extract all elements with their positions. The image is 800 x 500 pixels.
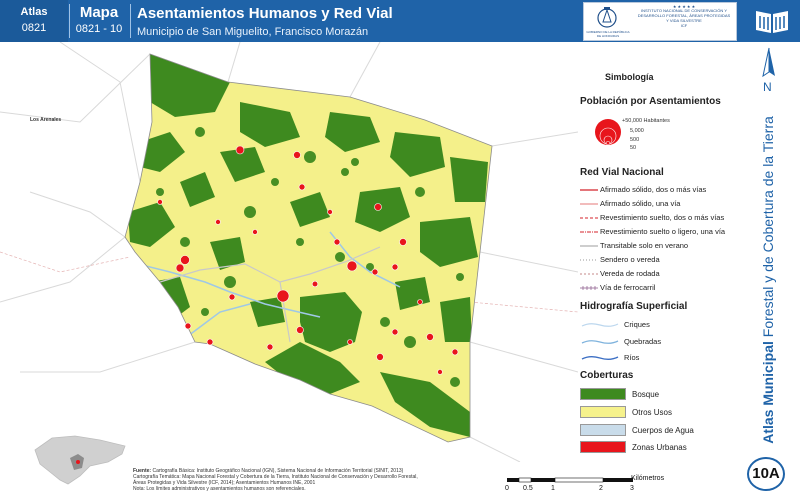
cover-label: Otros Usos <box>632 408 673 417</box>
settlements <box>157 145 459 375</box>
settlement-marker <box>333 238 341 246</box>
scale-tick: 0.5 <box>523 485 533 492</box>
population-class-label: +50,000 Habitantes <box>622 118 670 124</box>
population-class-label: 5,000 <box>630 128 644 134</box>
settlement-marker <box>215 219 221 225</box>
settlement-marker <box>180 255 190 265</box>
source-notes: Fuente: Cartografía Básica: Instituto Ge… <box>133 468 418 492</box>
municipality-map <box>0 42 578 462</box>
settlement-marker <box>252 229 258 235</box>
roads-legend-title: Red Vial Nacional <box>580 167 664 178</box>
settlement-marker <box>374 203 382 211</box>
hydro-legend-row: Quebradas <box>580 336 750 348</box>
road-legend-row: Afirmado sólido, dos o más vías <box>580 185 707 194</box>
atlas-code: 0821 <box>21 22 47 34</box>
map-code: 0821 - 10 <box>75 23 123 35</box>
settlement-marker <box>266 343 274 351</box>
atlas-code-box: Atlas 0821 <box>0 0 68 42</box>
population-symbols <box>595 119 621 146</box>
road-legend-row: Sendero o vereda <box>580 255 660 264</box>
road-legend-row: Transitable solo en verano <box>580 241 689 250</box>
settlement-marker <box>175 263 185 273</box>
hydro-legend-row: Ríos <box>580 352 750 364</box>
road-legend-row: Revestimiento suelto o ligero, una vía <box>580 227 726 236</box>
hydro-legend-row: Criques <box>580 319 750 331</box>
map-code-box: Mapa 0821 - 10 <box>70 0 128 42</box>
settlement-marker <box>347 339 353 345</box>
map-number-badge: 10A <box>747 457 785 491</box>
settlement-marker <box>184 322 192 330</box>
map-label: Mapa <box>79 4 119 21</box>
settlement-marker <box>296 326 304 334</box>
road-legend-row: Vereda de rodada <box>580 269 660 278</box>
cover-swatch-urbano <box>580 441 626 453</box>
institution-logos: GOBIERNO DE LA REPÚBLICA DE HONDURAS ★ ★… <box>583 2 737 41</box>
map-title: Asentamientos Humanos y Red Vial <box>137 5 393 22</box>
road-legend-row: Afirmado sólido, una vía <box>580 199 681 208</box>
cover-legend-title: Coberturas <box>580 370 634 381</box>
settlement-marker <box>451 348 459 356</box>
header-divider <box>130 4 131 38</box>
scale-tick: 1 <box>551 485 555 492</box>
scale-unit: Kilómetros <box>631 475 665 482</box>
institution-stars: ★ ★ ★ ★ ★ <box>672 4 696 9</box>
settlement-marker <box>235 145 245 155</box>
north-label: N <box>763 80 772 94</box>
header-bar: Atlas 0821 Mapa 0821 - 10 Asentamientos … <box>0 0 800 42</box>
place-label-los-arenales: Los Arenales <box>30 117 62 123</box>
scale-tick: 0 <box>505 485 509 492</box>
scale-tick: 3 <box>630 485 634 492</box>
municipality-boundary <box>124 53 493 443</box>
settlement-marker <box>346 260 358 272</box>
map-subtitle: Municipio de San Miguelito, Francisco Mo… <box>137 26 369 38</box>
north-arrow-icon <box>762 47 775 78</box>
settlement-marker <box>376 353 384 361</box>
cover-label: Cuerpos de Agua <box>632 426 694 435</box>
honduras-locator-map <box>34 435 126 485</box>
hydro-legend-title: Hidrografía Superficial <box>580 301 688 312</box>
cover-swatch-agua <box>580 424 626 436</box>
atlas-label: Atlas <box>20 6 48 18</box>
institution-name: INSTITUTO NACIONAL DE CONSERVACIÓN Y DES… <box>637 8 731 28</box>
settlement-marker <box>228 293 236 301</box>
settlement-marker <box>417 299 423 305</box>
cover-swatch-otros-usos <box>580 406 626 418</box>
settlement-marker <box>206 338 214 346</box>
settlement-marker <box>426 333 434 341</box>
road-legend-row: Revestimiento suelto, dos o más vías <box>580 213 725 222</box>
population-legend-title: Población por Asentamientos <box>580 96 721 107</box>
settlement-marker <box>371 268 379 276</box>
settlement-marker <box>391 328 399 336</box>
seal-caption: GOBIERNO DE LA REPÚBLICA DE HONDURAS <box>586 30 630 38</box>
population-class-label: 50 <box>630 145 637 151</box>
legend-title: Simbología <box>605 72 654 82</box>
map-title-block: Asentamientos Humanos y Red Vial Municip… <box>137 5 393 38</box>
land-cover <box>125 54 492 442</box>
cover-label: Zonas Urbanas <box>632 443 687 452</box>
road-legend-row: Vía de ferrocarril <box>580 282 750 294</box>
open-book-icon <box>756 11 788 33</box>
scale-tick: 2 <box>599 485 603 492</box>
settlement-marker <box>399 238 407 246</box>
header-divider <box>69 4 70 38</box>
settlement-marker <box>391 263 399 271</box>
settlement-marker <box>327 209 333 215</box>
settlement-marker <box>157 199 163 205</box>
settlement-marker <box>276 289 290 303</box>
honduras-seal-icon <box>597 7 617 28</box>
cover-label: Bosque <box>632 390 660 399</box>
settlement-marker <box>311 280 319 288</box>
cover-swatch-bosque <box>580 388 626 400</box>
settlement-marker <box>293 151 301 159</box>
settlement-marker <box>298 183 306 191</box>
population-class-label: 500 <box>630 137 640 143</box>
settlement-marker <box>437 369 443 375</box>
scale-bar: 0 0.5 1 2 3 Kilómetros <box>505 475 664 500</box>
